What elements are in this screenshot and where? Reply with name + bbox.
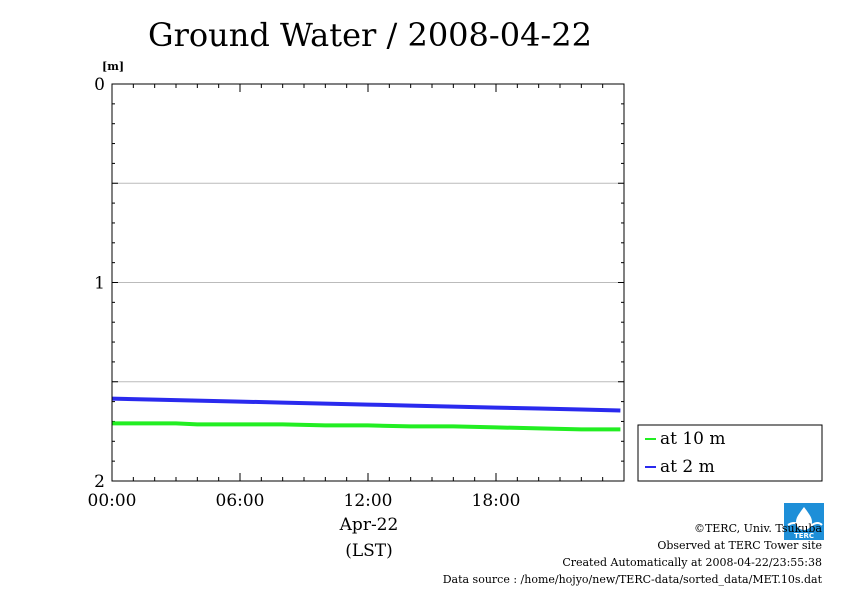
series-line-0 [112,421,621,432]
terc-logo-icon: TERC [784,503,824,540]
source-text: Data source : /home/hojyo/new/TERC-data/… [442,573,822,586]
y-tick-label: 1 [94,274,105,294]
y-tick-labels: 0 1 2 [94,75,105,492]
y-unit-label: [m] [102,60,124,73]
legend-box [637,424,823,482]
observed-text: Observed at TERC Tower site [657,539,822,552]
x-tick-label: 12:00 [344,491,393,511]
series-lines [111,396,621,432]
series-line-1 [111,396,621,413]
plot-frame [111,83,625,482]
chart-title: Ground Water / 2008-04-22 [148,16,592,54]
x-axis-label: (LST) [345,541,393,561]
y-tick-label: 0 [94,75,105,95]
legend: at 10 m at 2 m [637,424,823,482]
x-tick-label: 00:00 [88,491,137,511]
legend-label: at 10 m [660,429,726,449]
legend-label: at 2 m [660,457,715,477]
created-text: Created Automatically at 2008-04-22/23:5… [562,556,822,569]
y-tick-label: 2 [94,472,105,492]
x-tick-labels: 00:00 06:00 12:00 18:00 [88,491,521,511]
svg-text:TERC: TERC [794,532,814,540]
copyright-text: ©TERC, Univ. Tsukuba [693,522,822,535]
x-tick-label: 06:00 [216,491,265,511]
gridlines [112,182,624,383]
x-date-label: Apr-22 [339,515,399,535]
x-tick-label: 18:00 [472,491,521,511]
